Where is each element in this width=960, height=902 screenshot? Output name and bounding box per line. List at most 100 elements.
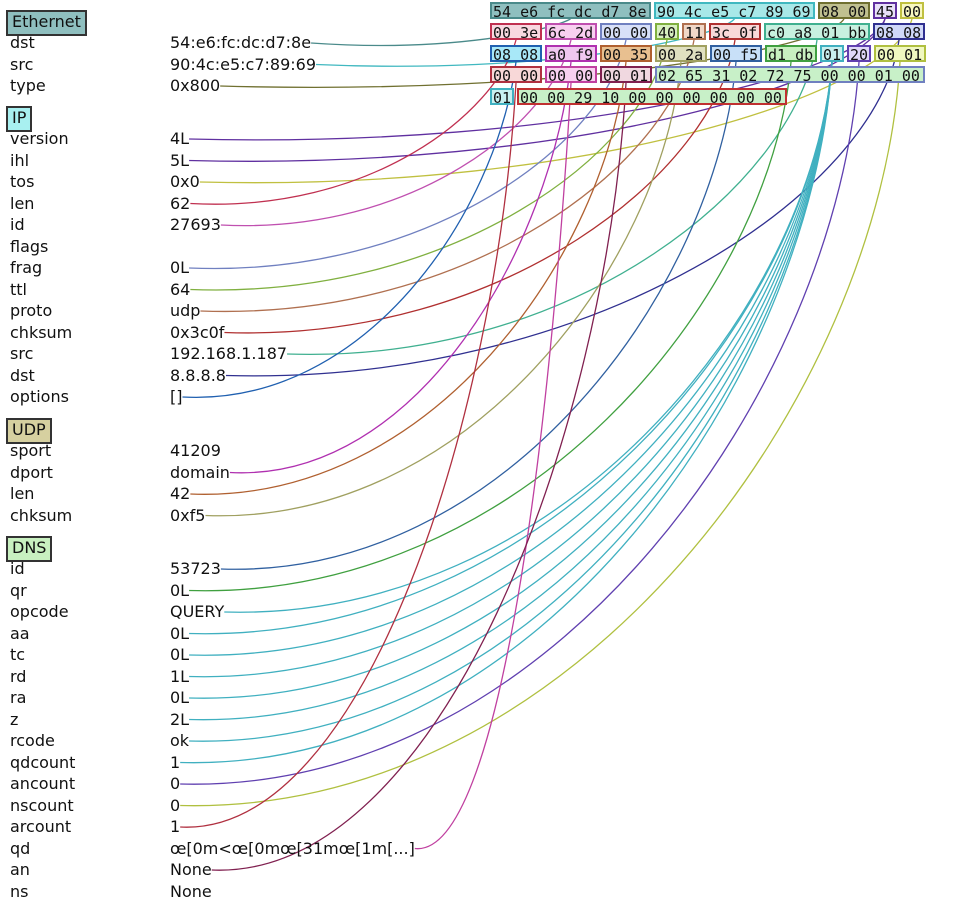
field-value: QUERY	[170, 602, 225, 621]
field-name: dst	[10, 33, 35, 52]
field-value: 0x800	[170, 76, 221, 95]
field-name: qr	[10, 580, 27, 600]
hex-byte-group[interactable]: 00 01	[874, 45, 926, 62]
hex-byte-group[interactable]: 00 00	[600, 23, 652, 40]
field-value: 53723	[170, 559, 221, 578]
field-value: 0	[170, 774, 181, 793]
field-value: 0L	[170, 645, 190, 664]
field-byte-link	[180, 61, 860, 785]
field-byte-link	[189, 61, 833, 678]
hex-byte-group[interactable]: c0 a8 01 bb	[764, 23, 870, 40]
field-name: src	[10, 344, 34, 363]
hex-byte-group[interactable]: 01	[820, 45, 844, 62]
field-byte-link	[205, 61, 682, 517]
hex-byte-group[interactable]: 54 e6 fc dc d7 8e	[490, 2, 651, 19]
field-name: ra	[10, 688, 27, 707]
field-value: 90:4c:e5:c7:89:69	[170, 54, 317, 74]
field-name: aa	[10, 623, 30, 643]
field-byte-link	[287, 39, 818, 355]
hex-byte-group[interactable]: 00 3e	[490, 23, 542, 40]
field-value: 0x3c0f	[170, 322, 225, 342]
hex-byte-group[interactable]: 08 08	[490, 45, 542, 62]
field-byte-link	[189, 61, 833, 656]
hex-byte-group[interactable]: 40	[655, 23, 679, 40]
field-name: tc	[10, 645, 26, 664]
field-value: 62	[170, 193, 191, 213]
field-name: src	[10, 54, 34, 74]
hex-byte-group[interactable]: 00 00 29 10 00 00 00 00 00 00	[517, 88, 787, 105]
field-name: ttl	[10, 279, 27, 299]
field-byte-link	[211, 82, 627, 871]
hex-byte-group[interactable]: 00 35	[600, 45, 652, 62]
layer-header-ethernet[interactable]: Ethernet	[6, 10, 87, 36]
layer-header-udp[interactable]: UDP	[6, 418, 52, 444]
field-name: ns	[10, 881, 29, 901]
field-name: ancount	[10, 774, 76, 793]
hex-byte-group[interactable]: 08 08	[873, 23, 925, 40]
field-byte-link	[189, 61, 833, 635]
field-name: flags	[10, 236, 49, 256]
field-byte-link	[180, 61, 833, 764]
field-value: 42	[170, 484, 191, 503]
hex-byte-group[interactable]: 01	[490, 88, 514, 105]
field-byte-link	[180, 82, 517, 828]
field-name: opcode	[10, 602, 69, 621]
field-value: 0xf5	[170, 505, 206, 525]
field-name: type	[10, 76, 46, 95]
field-name: chksum	[10, 505, 73, 525]
field-name: rcode	[10, 731, 55, 750]
field-value: 64	[170, 279, 191, 299]
field-value: []	[170, 387, 183, 406]
field-value: None	[170, 881, 212, 901]
field-value: œ[0m<œ[0mœ[31mœ[1m[...]	[170, 838, 415, 858]
field-value: 0L	[170, 623, 190, 643]
field-name: qdcount	[10, 752, 76, 772]
field-name: rd	[10, 666, 27, 686]
field-name: version	[10, 129, 69, 148]
hex-byte-group[interactable]: 45	[873, 2, 897, 19]
hex-byte-group[interactable]: 6c 2d	[545, 23, 597, 40]
field-byte-link	[180, 61, 901, 807]
field-name: arcount	[10, 817, 72, 836]
field-value: 2L	[170, 709, 190, 729]
field-value: 27693	[170, 215, 221, 234]
hex-byte-group[interactable]: 00 00	[545, 66, 597, 83]
field-name: qd	[10, 838, 31, 858]
layer-header-ip[interactable]: IP	[6, 106, 33, 132]
field-value: 54:e6:fc:dc:d7:8e	[170, 33, 312, 52]
hex-byte-group[interactable]: 02 65 31 02 72 75 00 00 01 00	[655, 66, 925, 83]
field-value: 0L	[170, 580, 190, 600]
field-name: nscount	[10, 795, 74, 815]
hex-byte-group[interactable]: 90 4c e5 c7 89 69	[654, 2, 815, 19]
hex-byte-group[interactable]: 3c 0f	[709, 23, 761, 40]
field-value: 41209	[170, 441, 221, 460]
field-name: dport	[10, 462, 53, 482]
layer-header-dns[interactable]: DNS	[6, 536, 53, 562]
hex-byte-group[interactable]: 00 01	[600, 66, 652, 83]
field-value: 0L	[170, 688, 190, 707]
hex-byte-group[interactable]: d1 db	[765, 45, 817, 62]
field-byte-link	[229, 61, 572, 474]
field-name: dst	[10, 365, 35, 385]
field-name: an	[10, 860, 30, 879]
field-value: 192.168.1.187	[170, 344, 288, 363]
field-value: 8.8.8.8	[170, 365, 226, 385]
hex-byte-group[interactable]: a0 f9	[545, 45, 597, 62]
hex-byte-group[interactable]: 00	[900, 2, 924, 19]
field-name: sport	[10, 441, 52, 460]
field-name: ihl	[10, 150, 30, 170]
hex-byte-group[interactable]: 08 00	[818, 2, 870, 19]
field-name: id	[10, 215, 25, 234]
hex-byte-group[interactable]: 11	[682, 23, 706, 40]
hex-byte-group[interactable]: 00 f5	[710, 45, 762, 62]
hex-byte-group[interactable]: 20	[847, 45, 871, 62]
field-value: ok	[170, 731, 190, 750]
field-byte-link	[182, 61, 517, 398]
field-byte-link	[189, 39, 627, 270]
hex-byte-group[interactable]: 00 2a	[655, 45, 707, 62]
hex-byte-group[interactable]: 00 00	[490, 66, 542, 83]
field-byte-link	[414, 82, 572, 850]
field-byte-link	[189, 61, 833, 721]
